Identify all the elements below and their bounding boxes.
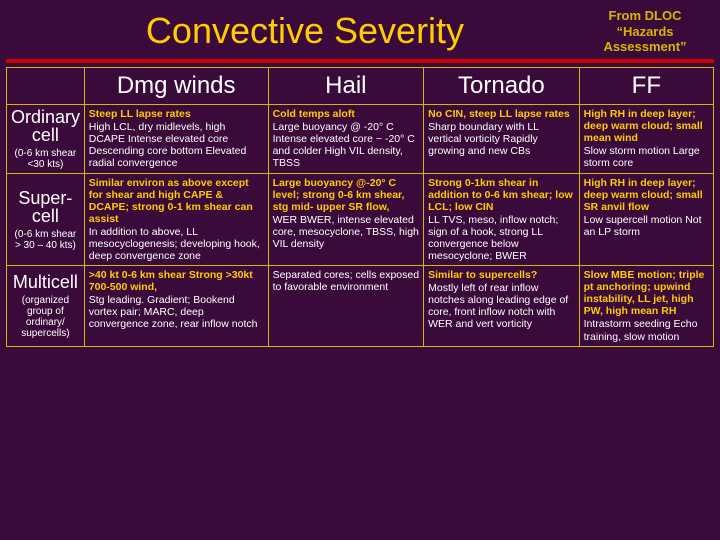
table-cell: Similar environ as above except for shea… [84, 173, 268, 265]
row-label-sub: (0-6 km shear <30 kts) [11, 148, 80, 170]
table-cell: Cold temps aloftLarge buoyancy @ -20° C … [268, 104, 424, 173]
cell-primary: Large buoyancy @-20° C level; strong 0-6… [273, 177, 420, 213]
row-header: Multicell (organized group of ordinary/ s… [7, 266, 85, 346]
table-row: Ordinary cell(0-6 km shear <30 kts)Steep… [7, 104, 714, 173]
slide: Convective Severity From DLOC “Hazards A… [0, 0, 720, 540]
cell-secondary: Large buoyancy @ -20° C Intense elevated… [273, 121, 420, 169]
cell-primary: Cold temps aloft [273, 108, 420, 120]
cell-secondary: Slow storm motion Large storm core [584, 145, 709, 169]
table-header-row: Dmg winds Hail Tornado FF [7, 67, 714, 104]
cell-secondary: Intrastorm seeding Echo training, slow m… [584, 318, 709, 342]
cell-primary: Slow MBE motion; triple pt anchoring; up… [584, 269, 709, 317]
col-header: Hail [268, 67, 424, 104]
corner-cell [7, 67, 85, 104]
cell-primary: High RH in deep layer; deep warm cloud; … [584, 177, 709, 213]
row-header: Ordinary cell (0-6 km shear <30 kts) [7, 104, 85, 173]
cell-primary: High RH in deep layer; deep warm cloud; … [584, 108, 709, 144]
table-cell: Strong 0-1km shear in addition to 0-6 km… [424, 173, 580, 265]
table-row: Multicell (organized group of ordinary/ s… [7, 266, 714, 346]
cell-primary: Similar environ as above except for shea… [89, 177, 264, 225]
divider [6, 59, 714, 63]
page-title: Convective Severity [20, 10, 590, 52]
col-header: FF [579, 67, 713, 104]
row-label-sub: (organized group of ordinary/ supercells… [11, 295, 80, 339]
cell-secondary: Separated cores; cells exposed to favora… [273, 269, 420, 293]
cell-primary: Similar to supercells? [428, 269, 575, 281]
row-label-main: Ordinary cell [11, 108, 80, 144]
cell-secondary: WER BWER, intense elevated core, mesocyc… [273, 214, 420, 250]
cell-primary: Strong 0-1km shear in addition to 0-6 km… [428, 177, 575, 213]
cell-primary: No CIN, steep LL lapse rates [428, 108, 575, 120]
table-cell: No CIN, steep LL lapse ratesSharp bounda… [424, 104, 580, 173]
table-cell: >40 kt 0-6 km shear Strong >30kt 700-500… [84, 266, 268, 346]
cell-secondary: In addition to above, LL mesocyclogenesi… [89, 226, 264, 262]
col-header: Dmg winds [84, 67, 268, 104]
cell-primary: >40 kt 0-6 km shear Strong >30kt 700-500… [89, 269, 264, 293]
header: Convective Severity From DLOC “Hazards A… [0, 0, 720, 59]
row-label-sub: (0-6 km shear > 30 – 40 kts) [11, 229, 80, 251]
cell-secondary: Mostly left of rear inflow notches along… [428, 282, 575, 330]
cell-secondary: High LCL, dry midlevels, high DCAPE Inte… [89, 121, 264, 169]
row-header: Super-cell (0-6 km shear > 30 – 40 kts) [7, 173, 85, 265]
table-cell: Slow MBE motion; triple pt anchoring; up… [579, 266, 713, 346]
table-cell: Steep LL lapse ratesHigh LCL, dry midlev… [84, 104, 268, 173]
table-cell: High RH in deep layer; deep warm cloud; … [579, 104, 713, 173]
table-cell: Separated cores; cells exposed to favora… [268, 266, 424, 346]
table-row: Super-cell (0-6 km shear > 30 – 40 kts) Si… [7, 173, 714, 265]
col-header: Tornado [424, 67, 580, 104]
table-cell: Large buoyancy @-20° C level; strong 0-6… [268, 173, 424, 265]
row-label-main: Super-cell [11, 189, 80, 225]
cell-primary: Steep LL lapse rates [89, 108, 264, 120]
subtitle: From DLOC “Hazards Assessment” [590, 8, 700, 55]
cell-secondary: Low supercell motion Not an LP storm [584, 214, 709, 238]
cell-secondary: Stg leading. Gradient; Bookend vortex pa… [89, 294, 264, 330]
severity-table: Dmg winds Hail Tornado FF Ordinary cell (… [6, 67, 714, 347]
cell-secondary: Sharp boundary with LL vertical vorticit… [428, 121, 575, 157]
table-cell: High RH in deep layer; deep warm cloud; … [579, 173, 713, 265]
row-label-main: Multicell [11, 273, 80, 291]
table-cell: Similar to supercells?Mostly left of rea… [424, 266, 580, 346]
cell-secondary: LL TVS, meso, inflow notch; sign of a ho… [428, 214, 575, 262]
